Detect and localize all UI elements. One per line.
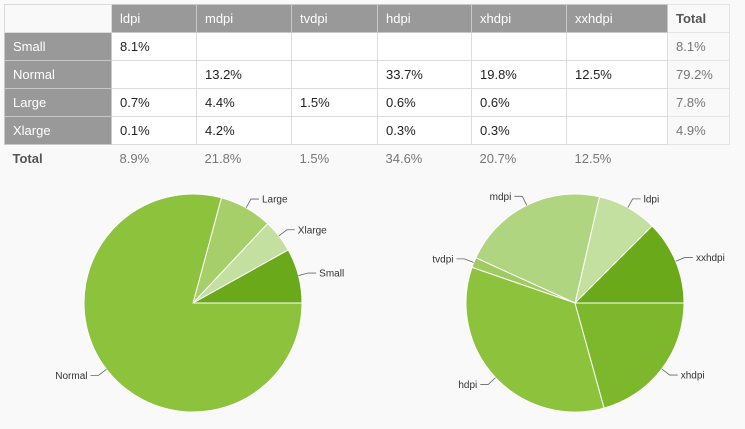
row-header-xlarge: Xlarge	[4, 116, 112, 145]
pie-label-xhdpi: xhdpi	[681, 371, 705, 382]
column-header-hdpi: hdpi	[377, 4, 472, 33]
pie-label-normal: Normal	[55, 371, 87, 382]
pie-chart-1: Small Xlarge Large Normal	[55, 193, 344, 413]
distribution-table: ldpi mdpi tvdpi hdpi xhdpi xxhdpi Total …	[4, 4, 730, 172]
pie-leader-line-large	[245, 198, 259, 209]
table-cell: 0.1%	[111, 116, 197, 145]
table-cell	[471, 32, 567, 61]
table-cell: 0.6%	[471, 88, 567, 117]
column-header-xxhdpi: xxhdpi	[566, 4, 668, 33]
column-header-total: Total	[667, 4, 730, 33]
row-header-large: Large	[4, 88, 112, 117]
column-header-tvdpi: tvdpi	[291, 4, 378, 33]
table-cell	[291, 60, 378, 89]
pie-leader-line-small	[298, 272, 317, 276]
total-cell: 21.8%	[196, 144, 292, 172]
row-total-cell: 4.9%	[667, 116, 730, 145]
table-cell	[566, 88, 668, 117]
table-cell	[196, 32, 292, 61]
column-header-ldpi: ldpi	[111, 4, 197, 33]
pie-label-large: Large	[262, 195, 288, 206]
pie-leader-line-xlarge	[278, 229, 295, 237]
table-cell: 8.1%	[111, 32, 197, 61]
pie-chart-2: xxhdpi ldpi mdpi tvdpi hdpi xhdpi	[432, 192, 725, 413]
pie-label-hdpi: hdpi	[458, 380, 477, 391]
table-row: Normal 13.2% 33.7% 19.8% 12.5% 79.2%	[4, 60, 730, 89]
table-cell: 19.8%	[471, 60, 567, 89]
table-cell	[291, 32, 378, 61]
table-cell: 13.2%	[196, 60, 292, 89]
pie-leader-line-xhdpi	[661, 368, 678, 376]
table-cell	[377, 32, 472, 61]
pie-leader-line-tvdpi	[456, 258, 474, 263]
total-cell: 12.5%	[566, 144, 668, 172]
row-total-cell: 8.1%	[667, 32, 730, 61]
table-cell: 4.2%	[196, 116, 292, 145]
total-row: Total 8.9% 21.8% 1.5% 34.6% 20.7% 12.5%	[4, 144, 730, 172]
table-header-row: ldpi mdpi tvdpi hdpi xhdpi xxhdpi Total	[4, 4, 730, 33]
table-cell: 0.7%	[111, 88, 197, 117]
pie-label-xxhdpi: xxhdpi	[696, 253, 725, 264]
column-header-xhdpi: xhdpi	[471, 4, 567, 33]
table-cell: 0.3%	[471, 116, 567, 145]
total-cell: 34.6%	[377, 144, 472, 172]
pie-label-small: Small	[319, 269, 344, 280]
table-cell	[291, 116, 378, 145]
row-header-small: Small	[4, 32, 112, 61]
table-cell: 0.3%	[377, 116, 472, 145]
pie-slice-normal	[83, 193, 303, 413]
table-cell: 33.7%	[377, 60, 472, 89]
total-cell: 8.9%	[111, 144, 197, 172]
pie-leader-line-normal	[90, 368, 107, 376]
row-header-normal: Normal	[4, 60, 112, 89]
pie-leader-line-mdpi	[514, 195, 528, 206]
pie-charts: Small Xlarge Large Normal xxhdpi ldpi mdpi tvdp…	[55, 192, 725, 413]
pie-label-tvdpi: tvdpi	[432, 254, 453, 265]
table-cell: 12.5%	[566, 60, 668, 89]
table-cell: 1.5%	[291, 88, 378, 117]
table-cell	[566, 32, 668, 61]
total-cell	[667, 144, 730, 172]
table-row: Large 0.7% 4.4% 1.5% 0.6% 0.6% 7.8%	[4, 88, 730, 117]
table-cell	[566, 116, 668, 145]
row-total-cell: 79.2%	[667, 60, 730, 89]
pie-slice-xhdpi	[574, 302, 685, 409]
total-row-label: Total	[4, 144, 112, 172]
pie-leader-line-xxhdpi	[675, 257, 693, 262]
table-corner-cell	[4, 4, 112, 33]
pie-label-mdpi: mdpi	[490, 192, 512, 203]
total-cell: 1.5%	[291, 144, 378, 172]
column-header-mdpi: mdpi	[196, 4, 292, 33]
pie-label-ldpi: ldpi	[644, 194, 660, 205]
pie-label-xlarge: Xlarge	[298, 225, 327, 236]
total-cell: 20.7%	[471, 144, 567, 172]
row-total-cell: 7.8%	[667, 88, 730, 117]
pie-leader-line-hdpi	[480, 377, 496, 385]
table-cell: 4.4%	[196, 88, 292, 117]
table-cell	[111, 60, 197, 89]
table-row: Small 8.1% 8.1%	[4, 32, 730, 61]
table-row: Xlarge 0.1% 4.2% 0.3% 0.3% 4.9%	[4, 116, 730, 145]
pie-leader-line-ldpi	[627, 198, 641, 208]
table-cell: 0.6%	[377, 88, 472, 117]
